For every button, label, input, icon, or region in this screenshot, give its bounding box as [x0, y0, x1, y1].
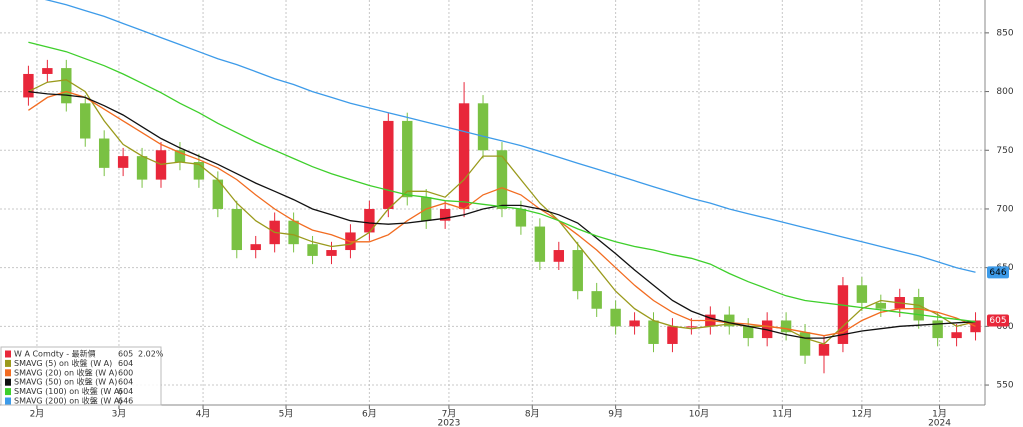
x-tick-label: 3月	[112, 409, 127, 420]
x-tick-label: 1月	[932, 409, 947, 420]
candle-body	[98, 138, 110, 168]
candle-body	[970, 320, 981, 333]
legend-label: SMAVG (100) on 收盤 (W A)	[14, 386, 122, 396]
candle-body	[80, 103, 91, 139]
legend: W A Comdty - 最新價 605 2.02% SMAVG (5) on 收盤 …	[0, 346, 164, 406]
candle-body	[724, 314, 735, 327]
legend-label: SMAVG (50) on 收盤 (W A)	[14, 377, 117, 387]
x-tick-label: 7月	[442, 409, 457, 420]
x-year-label: 2023	[437, 419, 460, 427]
candle-body	[402, 120, 413, 198]
candle-body	[553, 250, 565, 262]
y-tick-label: 750	[996, 146, 1013, 156]
legend-label: W A Comdty - 最新價	[14, 349, 96, 359]
x-tick-label: 9月	[608, 409, 623, 420]
x-tick-label: 8月	[525, 409, 540, 420]
x-tick-label: 4月	[196, 409, 211, 420]
candle-body	[383, 120, 394, 209]
legend-swatch	[5, 350, 11, 358]
legend-label: SMAVG (20) on 收盤 (W A)	[14, 367, 117, 377]
candle-body	[534, 226, 546, 262]
legend-box	[0, 346, 162, 406]
candle-body	[572, 250, 583, 292]
candle-body	[591, 291, 602, 309]
candle-body	[610, 308, 621, 327]
candle-body	[212, 179, 224, 209]
candle-body	[250, 244, 261, 251]
ma-line	[28, 90, 976, 337]
candle-body	[174, 150, 186, 162]
candle-body	[799, 332, 811, 356]
value-tag	[987, 266, 1009, 279]
legend-swatch	[5, 359, 11, 367]
candle-body	[136, 156, 148, 180]
candle-body	[818, 343, 830, 356]
candle-body	[951, 332, 962, 339]
legend-value: 600	[118, 368, 133, 377]
candle-body	[780, 320, 792, 333]
ma-line	[28, 90, 976, 339]
value-tag-label: 646	[989, 268, 1006, 278]
y-tick-label: 850	[996, 28, 1013, 38]
candle-body	[743, 326, 754, 339]
value-tag-label: 605	[989, 316, 1006, 326]
candle-body	[686, 326, 697, 328]
candle-body	[458, 103, 470, 209]
x-tick-label: 2月	[30, 409, 45, 420]
candle-body	[231, 208, 242, 251]
candle-body	[288, 220, 299, 245]
candle-body	[326, 250, 337, 256]
legend-swatch	[5, 388, 11, 396]
x-tick-label: 10月	[689, 409, 709, 420]
legend-value: 605	[118, 350, 133, 359]
candle-body	[364, 208, 375, 233]
candle-body	[193, 162, 205, 180]
candle-body	[629, 320, 640, 327]
y-tick-label: 550	[996, 381, 1013, 391]
x-year-label: 2024	[928, 419, 951, 427]
legend-value: 604	[118, 359, 133, 368]
ma-line	[28, 41, 976, 323]
candle-body	[439, 208, 451, 221]
legend-swatch	[5, 369, 11, 377]
x-tick-label: 5月	[279, 409, 294, 420]
candle-body	[307, 244, 318, 256]
legend-swatch	[5, 378, 11, 386]
legend-value: 604	[118, 378, 133, 387]
x-tick-label: 6月	[362, 409, 377, 420]
ma-line	[44, 0, 976, 273]
candle-body	[837, 285, 849, 344]
legend-label: SMAVG (5) on 收盤 (W A)	[14, 358, 112, 368]
candle-body	[515, 208, 527, 227]
x-tick-label: 12月	[852, 409, 872, 420]
candle-body	[875, 302, 887, 309]
y-tick-label: 800	[996, 87, 1013, 97]
x-tick-label: 11月	[772, 409, 792, 420]
candle-body	[477, 103, 489, 151]
legend-value: 604	[118, 387, 133, 396]
candle-body	[648, 320, 659, 344]
candle-body	[856, 285, 868, 303]
candle-body	[61, 68, 72, 104]
ma-line	[28, 79, 976, 345]
value-tag	[987, 314, 1009, 327]
candle-body	[932, 320, 943, 339]
legend-change: 2.02%	[138, 350, 164, 359]
legend-swatch	[5, 397, 11, 405]
candle-body	[23, 73, 34, 98]
y-tick-label: 700	[996, 204, 1013, 214]
candle-body	[117, 156, 129, 168]
candle-body	[42, 68, 53, 74]
y-tick-label: 600	[996, 322, 1013, 332]
legend-value: 646	[118, 397, 133, 406]
legend-label: SMAVG (200) on 收盤 (W A)	[14, 396, 122, 406]
candle-body	[667, 326, 678, 344]
candle-body	[496, 150, 508, 209]
